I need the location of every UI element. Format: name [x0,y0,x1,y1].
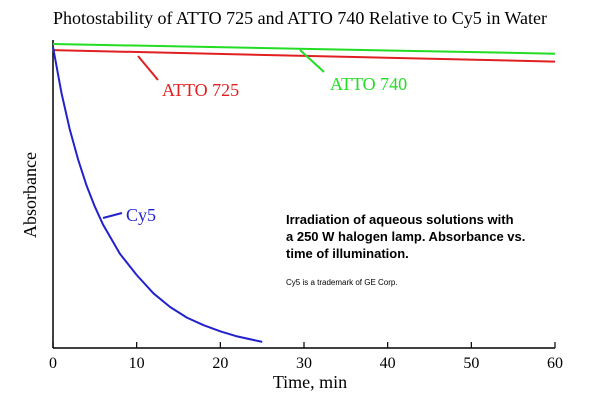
annotation-line-3: time of illumination. [286,246,409,261]
axes [52,40,555,349]
trademark-note: Cy5 is a trademark of GE Corp. [286,278,398,287]
atto740-label-leader [299,49,325,73]
atto740-label: ATTO 740 [330,74,407,94]
x-tick-label-20: 20 [212,355,228,372]
x-tick-label-40: 40 [380,355,396,372]
x-axis-label: Time, min [273,372,347,392]
atto725-label-leader [137,55,159,81]
annotation-block: Irradiation of aqueous solutions with a … [286,212,525,287]
y-axis-label: Absorbance [20,152,40,238]
chart-title: Photostability of ATTO 725 and ATTO 740 … [53,8,547,28]
x-tick-label-60: 60 [547,355,563,372]
x-tick-label-10: 10 [129,355,145,372]
annotation-line-1: Irradiation of aqueous solutions with [286,212,514,227]
annotation-line-2: a 250 W halogen lamp. Absorbance vs. [286,229,525,244]
series-line-atto-725 [52,49,556,63]
series-line-atto-740 [52,43,556,55]
series-lines [52,43,556,343]
x-ticks: 0 10 20 30 40 50 60 [49,342,563,372]
series-labels: ATTO 725 ATTO 740 Cy5 [102,49,407,225]
cy5-label-leader [102,212,123,219]
x-tick-label-0: 0 [49,355,57,372]
x-tick-label-50: 50 [463,355,479,372]
series-line-cy5 [52,46,263,343]
cy5-label: Cy5 [126,205,156,225]
x-tick-label-30: 30 [296,355,312,372]
atto725-label: ATTO 725 [162,80,239,100]
